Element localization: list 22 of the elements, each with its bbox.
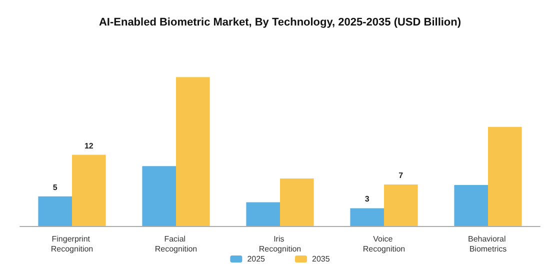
bar [142,166,176,226]
bar [350,208,384,226]
bar [454,185,488,226]
bar [38,196,72,226]
bar [176,77,210,226]
bar [488,126,522,226]
data-label: 12 [84,141,94,150]
bar [384,184,418,226]
x-tick-label: Facial Recognition [154,234,198,254]
x-tick-label: Voice Recognition [362,234,406,254]
legend-label: 2035 [312,254,330,264]
chart-title: AI-Enabled Biometric Market, By Technology, 2025-2035 (USD Billion) [98,16,462,28]
x-tick-label: Iris Recognition [258,234,302,254]
bar [280,178,314,226]
data-label: 7 [398,170,404,180]
data-label: 5 [52,182,58,192]
bar [246,202,280,226]
data-label: 3 [364,194,370,204]
legend-label: 2025 [247,254,266,264]
x-tick-label: Behavioral Biometrics [468,234,508,254]
bar [72,154,106,226]
x-tick-label: Fingerprint Recognition [50,234,94,254]
